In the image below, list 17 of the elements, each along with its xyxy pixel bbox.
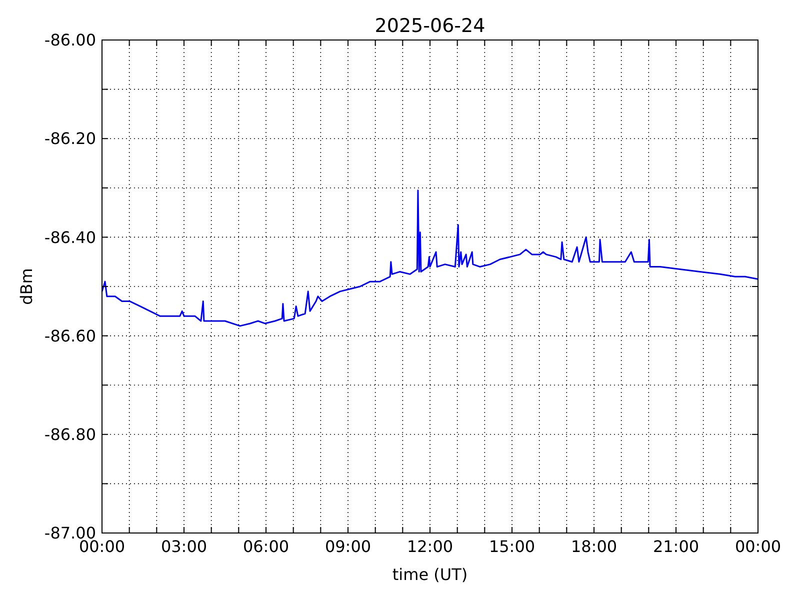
y-tick-label: -86.20 [44,129,96,148]
x-tick-label: 03:00 [160,537,208,556]
x-tick-label: 06:00 [242,537,290,556]
y-tick-label: -86.40 [44,228,96,247]
x-tick-label: 00:00 [734,537,782,556]
chart-title: 2025-06-24 [374,15,486,37]
x-axis-title: time (UT) [392,565,468,584]
x-tick-label: 09:00 [324,537,372,556]
x-tick-label: 15:00 [488,537,536,556]
y-tick-label: -86.00 [44,30,96,50]
y-tick-label: -86.80 [44,425,96,444]
y-tick-label: -86.60 [44,326,96,346]
y-axis-title: dBm [17,268,36,305]
line-series [101,190,759,327]
x-tick-label: 21:00 [652,537,700,556]
x-tick-label: 18:00 [570,537,618,556]
x-tick-label: 12:00 [406,537,454,556]
